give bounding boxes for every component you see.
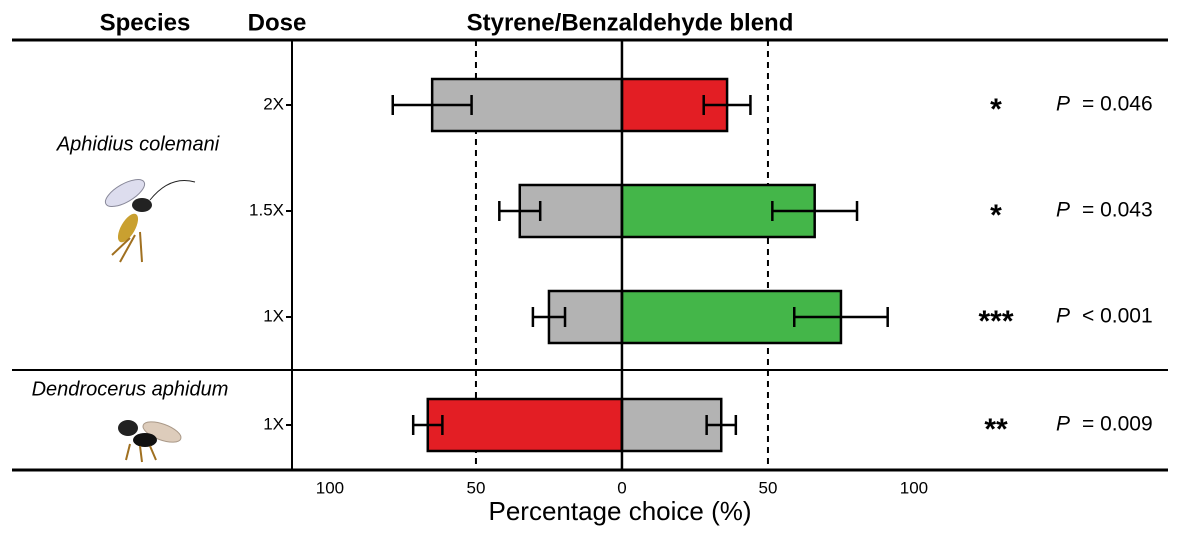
error-bar <box>771 201 859 221</box>
error-bar <box>498 201 542 221</box>
y-tick-label: 2X <box>263 94 284 113</box>
error-bar <box>411 415 444 435</box>
p-symbol: P <box>1056 93 1070 116</box>
chart-title: Styrene/Benzaldehyde blend <box>467 9 794 36</box>
p-symbol: P <box>1056 199 1070 222</box>
error-bar <box>391 95 473 115</box>
p-value: < 0.001 <box>1082 305 1153 328</box>
error-bar <box>531 307 567 327</box>
x-tick-label: 0 <box>617 478 626 497</box>
header: Species <box>100 9 191 36</box>
x-axis-label: Percentage choice (%) <box>488 496 751 526</box>
wasp-icon <box>118 420 182 463</box>
error-bar <box>702 95 752 115</box>
bar <box>426 397 624 453</box>
y-tick-label: 1X <box>263 306 284 325</box>
group-label: Dendrocerus aphidum <box>32 378 229 400</box>
x-tick-label: 100 <box>900 478 928 497</box>
significance: * <box>990 199 1002 232</box>
x-tick-label: 100 <box>316 478 344 497</box>
x-tick-label: 50 <box>466 478 485 497</box>
p-symbol: P <box>1056 305 1070 328</box>
error-bar <box>792 307 889 327</box>
wasp-icon <box>104 179 196 263</box>
p-symbol: P <box>1056 413 1070 436</box>
p-value: = 0.009 <box>1082 413 1153 436</box>
significance: *** <box>978 305 1013 338</box>
x-tick-label: 50 <box>758 478 777 497</box>
significance: * <box>990 93 1002 126</box>
p-value: = 0.043 <box>1082 199 1153 222</box>
group-label: Aphidius colemani <box>56 133 220 155</box>
y-tick-label: 1X <box>263 414 284 433</box>
header: Dose <box>248 9 307 36</box>
significance: ** <box>984 413 1008 446</box>
p-value: = 0.046 <box>1082 93 1153 116</box>
y-tick-label: 1.5X <box>249 200 284 219</box>
error-bar <box>705 415 738 435</box>
